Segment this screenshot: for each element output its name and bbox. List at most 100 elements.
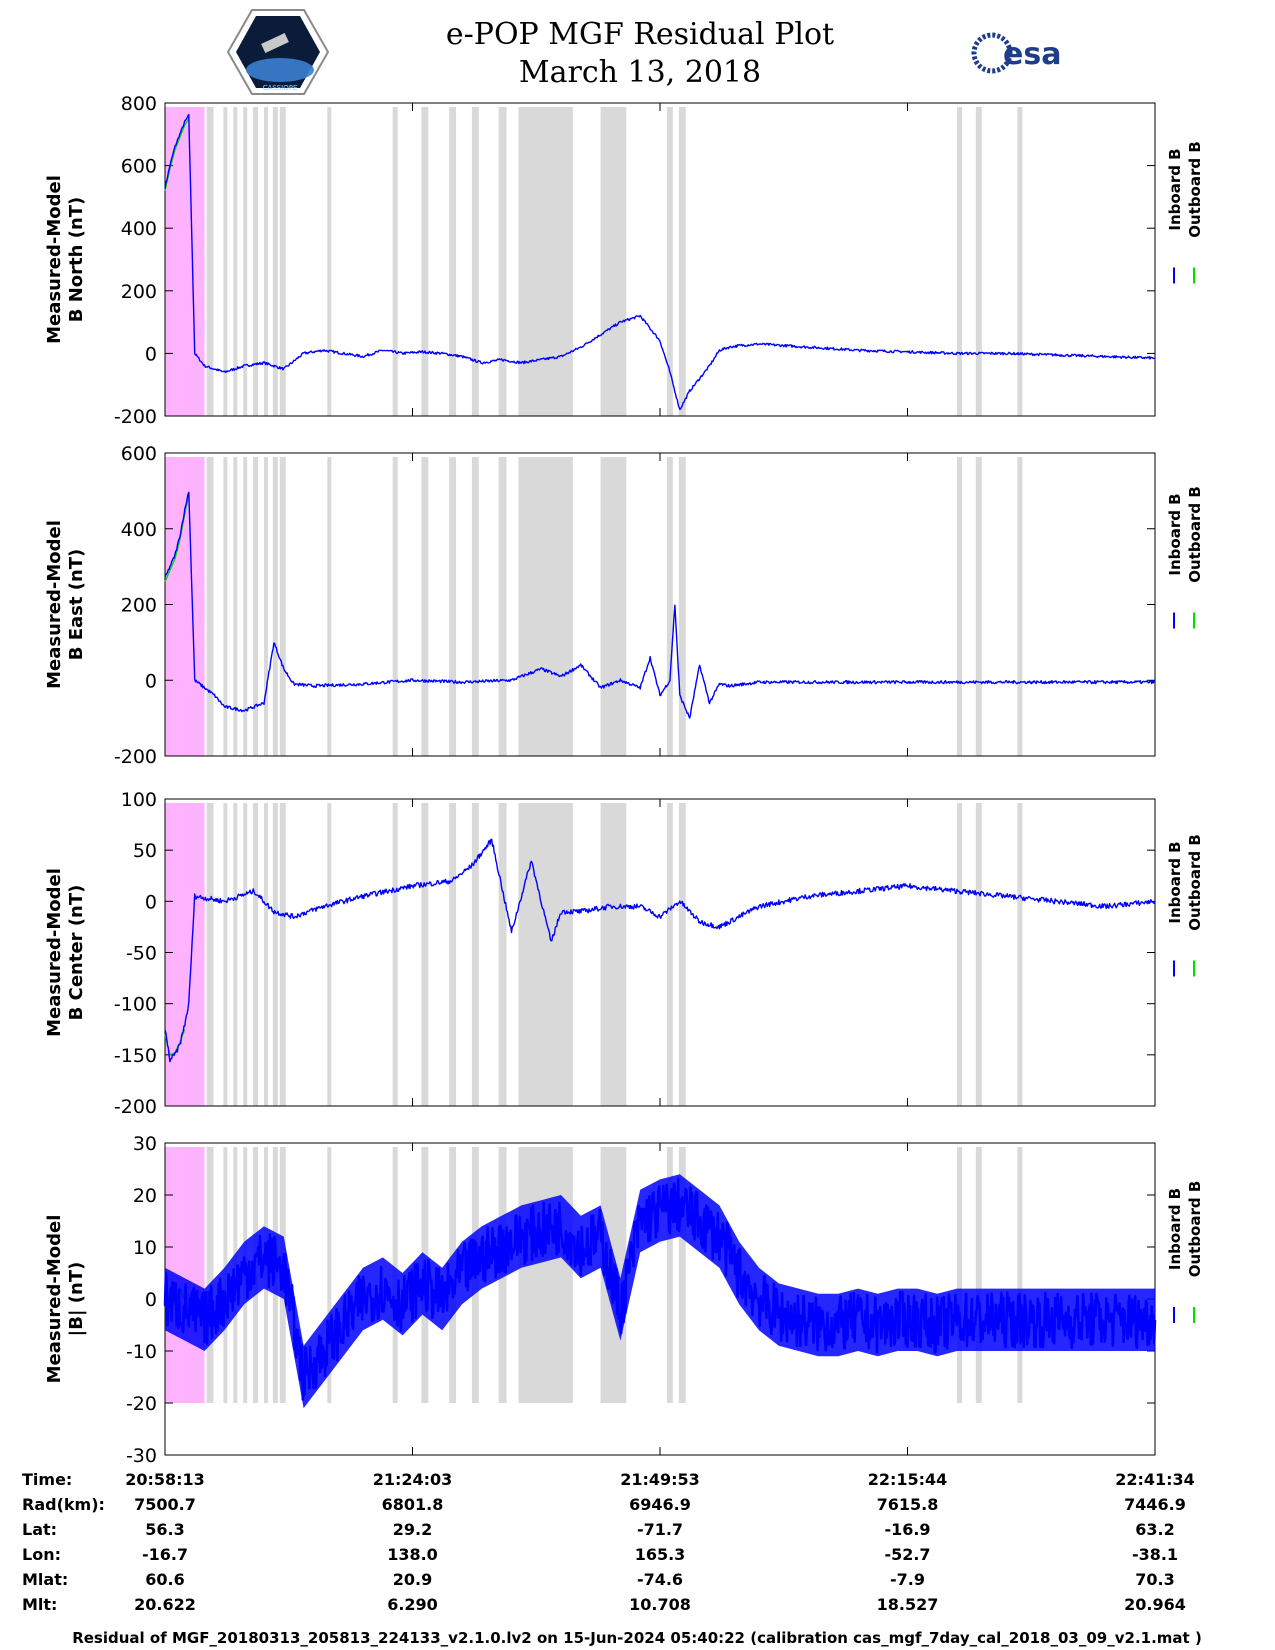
table-cell: 18.527 [877,1595,939,1614]
panel-2: 600 400 200 0 -200 Measured-Model B East (nT) I… [44,443,1204,768]
y-tick-label: -200 [114,746,157,768]
gap-band-4 [243,107,248,416]
y-axis-label-line1: Measured-Model [44,1215,65,1384]
gap-band-5 [253,457,259,756]
row-label-lat: Lat: [22,1520,57,1539]
axes-box [164,452,1156,757]
gap-band-13 [471,457,479,756]
table-cell: 21:49:53 [620,1470,700,1489]
gap-band-14 [498,803,507,1106]
table-cell: 6946.9 [629,1495,691,1514]
gap-band-19 [957,803,962,1106]
gap-band-3 [233,803,238,1106]
gap-band-19 [957,107,962,416]
table-cell: -16.9 [884,1520,930,1539]
gap-band-20 [975,1147,982,1403]
y-axis-label-line2: B Center (nT) [66,885,87,1021]
table-cell: 7500.7 [134,1495,196,1514]
row-label-time: Time: [22,1470,72,1489]
gap-band-16 [600,107,627,416]
gap-band-20 [975,457,982,756]
gap-band-8 [279,457,286,756]
table-cell: 56.3 [145,1520,184,1539]
legend-label-outboard: Outboard B [1186,1181,1204,1278]
calibration-band [165,107,205,416]
left-logo-text: CASSIOPE [263,84,298,92]
gap-band-8 [279,107,286,416]
gap-band-14 [498,457,507,756]
y-tick-label: 0 [145,891,157,913]
gap-band-5 [253,803,259,1106]
gap-band-9 [327,803,332,1106]
gap-band-3 [233,107,238,416]
panel-4: 30 20 10 0 -10 -20 -30 Measured-Model |B| (nT) In… [44,1133,1204,1467]
gap-band-1 [206,1147,214,1403]
gap-band-4 [243,803,248,1106]
table-cell: -52.7 [884,1545,930,1564]
gap-band-1 [206,803,214,1106]
row-label-mlt: Mlt: [22,1595,57,1614]
y-tick-label: -50 [126,943,157,965]
gap-band-17 [666,803,673,1106]
gap-band-13 [471,803,479,1106]
y-axis-label-line1: Measured-Model [44,520,65,689]
legend-label-inboard: Inboard B [1166,148,1184,230]
y-tick-label: 30 [133,1133,157,1155]
gap-band-21 [1017,1147,1023,1403]
gap-band-12 [449,803,457,1106]
gap-band-9 [327,107,332,416]
table-cell: -7.9 [890,1570,925,1589]
gap-band-15 [518,107,573,416]
esa-logo-text: esa [1003,37,1061,72]
legend-label-outboard: Outboard B [1186,834,1204,931]
table-cell: 70.3 [1135,1570,1174,1589]
table-cell: 6.290 [387,1595,438,1614]
calibration-band [165,457,205,756]
panel-3: 100 50 0 -50 -100 -150 -200 Measured-Model B Cen… [44,789,1204,1118]
gap-band-17 [666,107,673,416]
gap-band-19 [957,1147,962,1403]
legend-label-outboard: Outboard B [1186,141,1204,238]
legend-label-inboard: Inboard B [1166,841,1184,923]
gap-band-21 [1017,803,1023,1106]
y-tick-label: -20 [126,1393,157,1415]
gap-band-11 [421,107,429,416]
gap-band-15 [518,457,573,756]
plot-date: March 13, 2018 [519,55,761,90]
gap-band-18 [678,107,686,416]
left-mission-logo: CASSIOPE [226,9,330,95]
row-label-lon: Lon: [22,1545,61,1564]
gap-band-10 [392,457,398,756]
gap-band-21 [1017,457,1023,756]
gap-band-18 [678,1147,686,1403]
table-cell: 165.3 [635,1545,686,1564]
y-axis-label-line2: |B| (nT) [66,1262,87,1337]
plot-title: e-POP MGF Residual Plot [446,17,834,52]
legend-label-inboard: Inboard B [1166,1188,1184,1270]
gap-band-17 [666,1147,673,1403]
gap-band-16 [600,803,627,1106]
table-cell: -71.7 [637,1520,683,1539]
table-cell: 7615.8 [877,1495,939,1514]
y-tick-label: 50 [133,840,157,862]
table-cell: 22:41:34 [1115,1470,1195,1489]
gap-band-19 [957,457,962,756]
y-tick-label: 800 [121,93,157,115]
series-outboard-line [164,118,190,191]
y-tick-label: 0 [145,1289,157,1311]
gap-band-17 [666,457,673,756]
gap-band-9 [327,457,332,756]
gap-band-7 [272,803,278,1106]
gap-band-1 [206,107,214,416]
table-cell: 20.964 [1124,1595,1186,1614]
table-cell: 22:15:44 [868,1470,948,1489]
y-tick-label: 400 [121,218,157,240]
gap-band-15 [518,1147,573,1403]
y-tick-label: 0 [145,343,157,365]
gap-band-8 [279,803,286,1106]
legend-label-inboard: Inboard B [1166,493,1184,575]
table-cell: -74.6 [637,1570,683,1589]
axes-box [164,798,1156,1107]
table-cell: 20:58:13 [125,1470,205,1489]
